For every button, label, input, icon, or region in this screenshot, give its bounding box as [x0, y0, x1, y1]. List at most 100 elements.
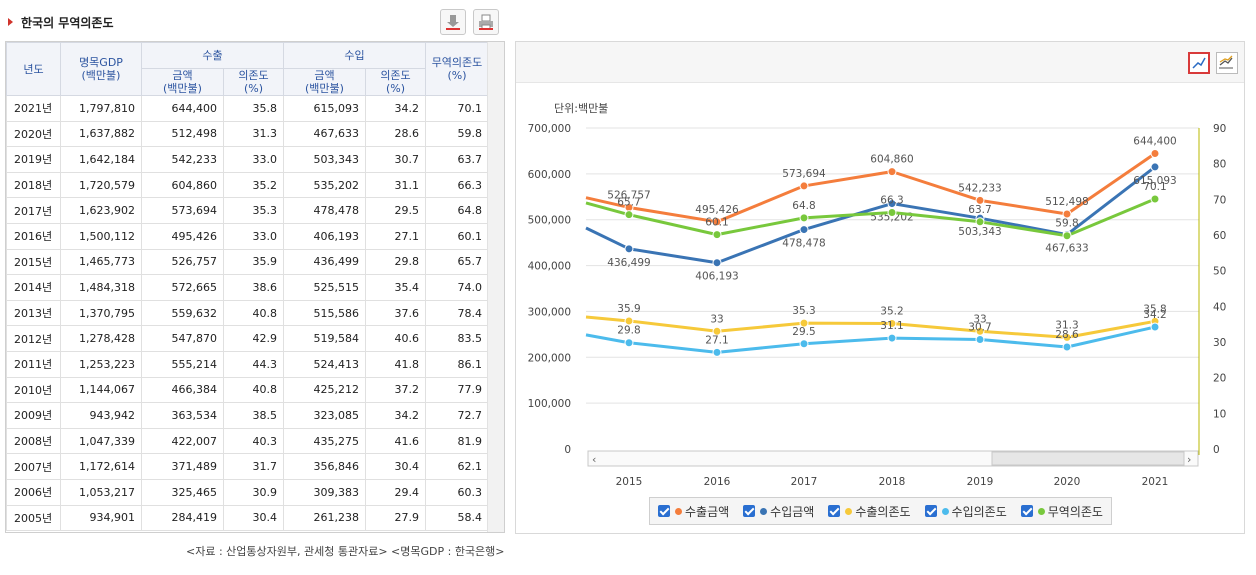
section-header: 한국의 무역의존도	[8, 10, 114, 34]
table-cell: 503,343	[283, 146, 366, 173]
data-point	[1062, 332, 1072, 342]
table-cell: 60.3	[425, 478, 489, 506]
data-point	[799, 213, 809, 223]
checkbox-icon[interactable]	[658, 505, 670, 517]
table-cell: 40.6	[365, 325, 426, 352]
table-cell: 40.8	[223, 376, 284, 404]
y-left-tick-label: 300,000	[528, 306, 571, 318]
table-cell: 66.3	[425, 171, 489, 199]
table-cell: 2020년	[6, 120, 61, 148]
table-cell: 2010년	[6, 376, 61, 404]
y-left-tick-label: 400,000	[528, 261, 571, 273]
line-chart-button[interactable]	[1188, 52, 1210, 74]
table-cell: 1,623,902	[60, 197, 142, 224]
table-cell: 35.8	[223, 95, 284, 122]
table-cell: 2016년	[6, 222, 61, 250]
table-cell: 526,757	[141, 248, 224, 276]
x-tick-label: 2017	[791, 476, 818, 488]
x-tick-label: 2018	[879, 476, 906, 488]
table-cell: 31.1	[365, 171, 426, 199]
table-cell: 42.9	[223, 325, 284, 352]
y-right-tick-label: 20	[1213, 373, 1226, 385]
y-right-tick-label: 10	[1213, 408, 1226, 420]
data-point	[624, 316, 634, 326]
table-cell: 35.9	[223, 248, 284, 276]
table-cell: 1,144,067	[60, 376, 142, 404]
table-cell: 35.2	[223, 171, 284, 199]
combo-chart-button[interactable]	[1216, 52, 1238, 74]
table-scrollbar[interactable]	[487, 42, 504, 532]
legend-label: 수출금액	[685, 504, 730, 519]
table-row: 2018년 1,720,579 604,860 35.2 535,202 31.1 66.3	[6, 171, 489, 199]
table-cell: 28.6	[365, 120, 426, 148]
table-row: 2012년 1,278,428 547,870 42.9 519,584 40.6 83.5	[6, 325, 489, 352]
col-export: 수출	[141, 42, 284, 69]
data-point	[624, 244, 634, 254]
table-cell: 31.7	[223, 453, 284, 480]
data-point	[975, 195, 985, 205]
data-point	[624, 210, 634, 220]
table-cell: 1,500,112	[60, 222, 142, 250]
data-point	[887, 208, 897, 218]
series-line-수출의존도	[585, 315, 1156, 339]
table-cell: 1,797,810	[60, 95, 142, 122]
chart-panel: 단위:백만불 0 100,000 200,000 300,000 400,000 500,0…	[515, 41, 1245, 534]
table-cell: 31.3	[223, 120, 284, 148]
table-cell: 573,694	[141, 197, 224, 224]
table-cell: 78.4	[425, 299, 489, 327]
table-cell: 81.9	[425, 427, 489, 455]
col-import-dependency: 의존도 (%)	[365, 68, 426, 96]
data-label: 31.1	[880, 320, 903, 332]
table-cell: 86.1	[425, 350, 489, 378]
series-line-수출금액	[585, 152, 1156, 224]
table-cell: 943,942	[60, 402, 142, 429]
data-point	[1062, 342, 1072, 352]
table-row: 2020년 1,637,882 512,498 31.3 467,633 28.6 59.8	[6, 120, 489, 148]
checkbox-icon[interactable]	[1020, 505, 1033, 517]
x-tick-label: 2015	[616, 476, 643, 488]
col-gdp: 명목GDP (백만불)	[60, 42, 142, 96]
table-cell: 2017년	[6, 197, 61, 224]
legend-item[interactable]: 수입의존도	[924, 503, 1007, 520]
table-cell: 72.7	[425, 402, 489, 429]
checkbox-icon[interactable]	[828, 505, 841, 517]
download-button[interactable]	[440, 9, 466, 35]
table-cell: 2011년	[6, 350, 61, 378]
chart-toolbar	[516, 42, 1244, 83]
checkbox-icon[interactable]	[924, 505, 937, 517]
y-right-tick-label: 0	[1213, 444, 1220, 456]
legend-dot-icon	[845, 507, 853, 515]
table-cell: 261,238	[283, 504, 366, 532]
legend-item[interactable]: 수출금액	[658, 503, 729, 520]
unit-label: 단위:백만불	[554, 102, 608, 115]
data-label: 70.1	[1143, 181, 1166, 193]
checkbox-icon[interactable]	[743, 505, 756, 517]
scroll-right-arrow: ›	[1187, 453, 1191, 466]
table-cell: 2014년	[6, 274, 61, 301]
data-point	[887, 333, 897, 343]
print-button[interactable]	[473, 9, 499, 35]
table-cell: 30.9	[223, 478, 284, 506]
y-left-tick-label: 100,000	[528, 398, 571, 410]
table-row: 2011년 1,253,223 555,214 44.3 524,413 41.8 86.1	[6, 350, 489, 378]
source-note: <자료 : 산업통상자원부, 관세청 통관자료> <명목GDP : 한국은행>	[186, 545, 505, 558]
data-label: 63.7	[968, 204, 991, 216]
table-row: 2016년 1,500,112 495,426 33.0 406,193 27.1 60.1	[6, 222, 489, 250]
y-left-tick-label: 600,000	[528, 169, 571, 181]
col-export-dependency: 의존도 (%)	[223, 68, 284, 96]
y-left-tick-label: 700,000	[528, 123, 571, 135]
legend-item[interactable]: 무역의존도	[1020, 503, 1103, 520]
legend-dot-icon	[675, 507, 682, 515]
data-point	[712, 347, 722, 357]
table-cell: 64.8	[425, 197, 489, 224]
table-cell: 27.1	[365, 222, 426, 250]
legend-item[interactable]: 수출의존도	[828, 503, 911, 520]
legend-item[interactable]: 수입금액	[743, 503, 814, 520]
legend-label: 무역의존도	[1047, 504, 1103, 519]
data-label: 31.3	[1055, 319, 1078, 331]
table-cell: 30.7	[365, 146, 426, 173]
table-row: 2010년 1,144,067 466,384 40.8 425,212 37.2 77.9	[6, 376, 489, 404]
x-tick-label: 2020	[1054, 476, 1081, 488]
legend-label: 수입금액	[770, 504, 815, 519]
table-row: 2008년 1,047,339 422,007 40.3 435,275 41.6 81.9	[6, 427, 489, 455]
